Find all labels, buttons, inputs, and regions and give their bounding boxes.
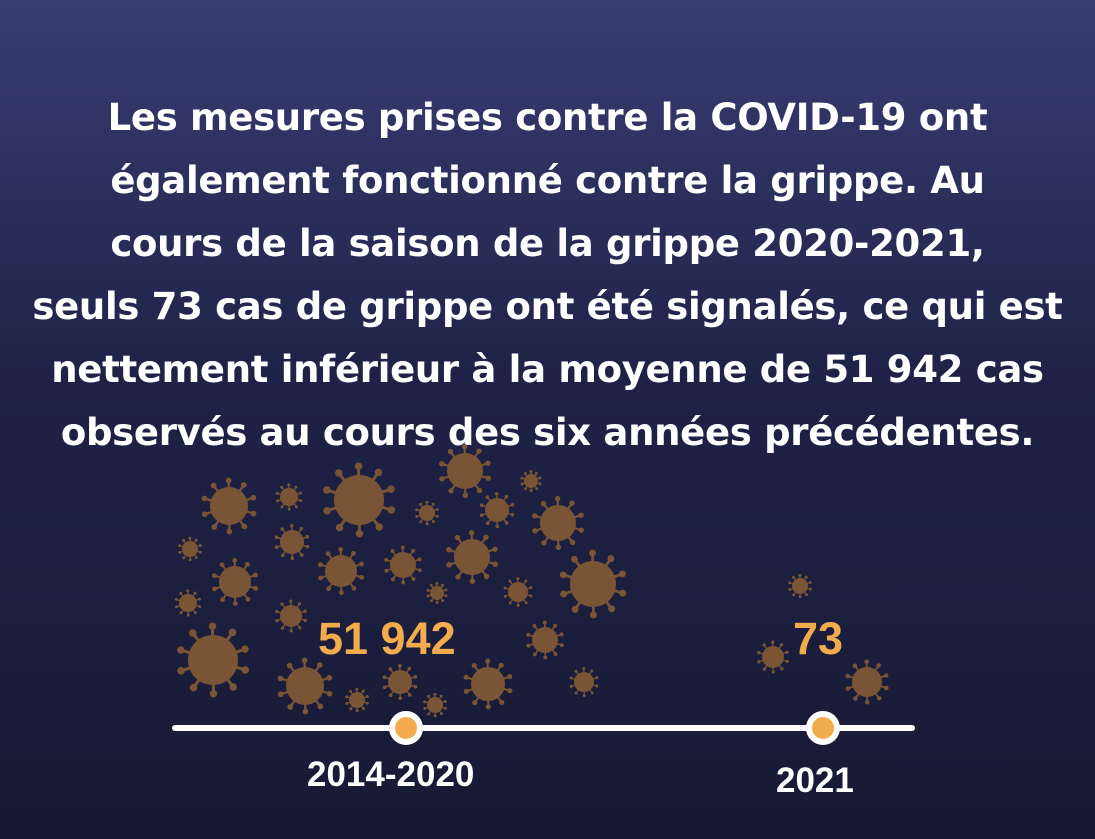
virus-icon	[526, 620, 564, 660]
virus-icon	[532, 496, 584, 550]
virus-icon	[345, 687, 369, 713]
headline-line: nettement inférieur à la moyenne de 51 9…	[51, 348, 1044, 391]
virus-icon	[415, 500, 439, 526]
timeline-marker-2021	[806, 711, 840, 745]
virus-icon	[177, 622, 249, 698]
headline: Les mesures prises contre la COVID-19 on…	[20, 86, 1075, 464]
virus-icon	[323, 462, 395, 538]
headline-line: Les mesures prises contre la COVID-19 on…	[107, 96, 988, 139]
virus-icon	[569, 667, 599, 697]
virus-icon	[845, 659, 889, 705]
period-label-2021: 2021	[776, 761, 854, 800]
virus-icon	[384, 545, 422, 585]
virus-icon	[201, 477, 257, 535]
headline-line: observés au cours des six années précéde…	[60, 411, 1035, 454]
virus-icon	[274, 524, 310, 560]
virus-icon	[757, 640, 789, 674]
case-count-2021: 73	[793, 613, 844, 664]
virus-icon	[178, 536, 202, 562]
virus-icon	[382, 664, 418, 700]
virus-icon	[503, 577, 533, 607]
virus-icon	[275, 599, 307, 633]
virus-icon	[559, 549, 627, 619]
headline-line: cours de la saison de la grippe 2020-202…	[110, 222, 985, 265]
virus-icon	[275, 483, 303, 511]
virus-icon	[439, 444, 491, 498]
virus-icon	[426, 582, 448, 604]
virus-icon	[479, 492, 515, 528]
virus-icon	[317, 547, 365, 595]
virus-icon	[788, 573, 812, 599]
headline-line: également fonctionné contre la grippe. A…	[110, 159, 985, 202]
virus-icon	[446, 530, 498, 584]
virus-icon	[211, 558, 259, 606]
virus-icon	[463, 658, 513, 710]
virus-icon	[174, 589, 202, 617]
virus-icon	[277, 657, 333, 715]
headline-line: seuls 73 cas de grippe ont été signalés,…	[32, 285, 1063, 328]
period-label-2014-2020: 2014-2020	[307, 755, 475, 794]
case-count-2014-2020: 51 942	[318, 613, 456, 664]
timeline-axis	[172, 725, 915, 731]
timeline-marker-2014-2020	[389, 711, 423, 745]
virus-icon	[423, 692, 447, 718]
virus-icon	[520, 470, 542, 492]
